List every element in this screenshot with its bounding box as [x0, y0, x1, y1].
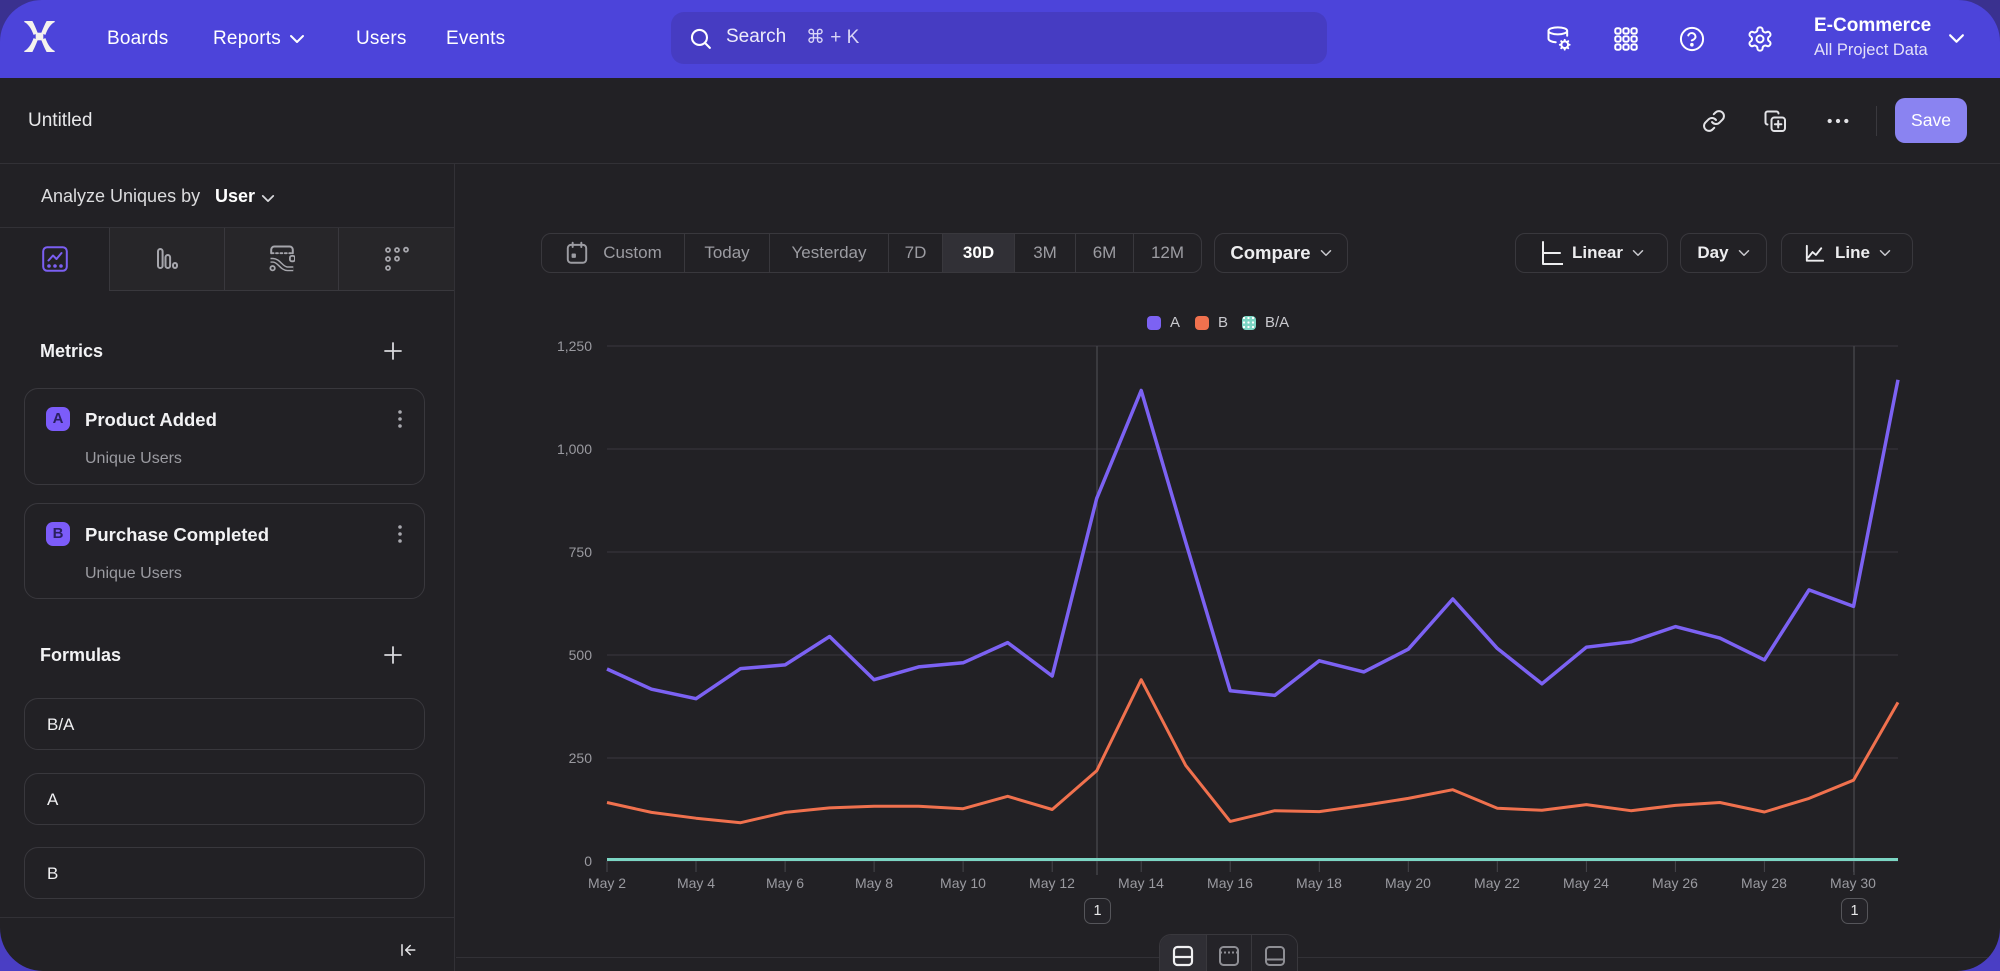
- svg-text:0: 0: [584, 853, 592, 869]
- svg-text:250: 250: [569, 750, 593, 766]
- svg-text:May 6: May 6: [766, 875, 804, 891]
- svg-text:May 18: May 18: [1296, 875, 1342, 891]
- svg-text:May 10: May 10: [940, 875, 986, 891]
- svg-text:May 2: May 2: [588, 875, 626, 891]
- svg-text:May 20: May 20: [1385, 875, 1431, 891]
- svg-text:May 22: May 22: [1474, 875, 1520, 891]
- svg-text:May 12: May 12: [1029, 875, 1075, 891]
- svg-text:May 24: May 24: [1563, 875, 1609, 891]
- svg-text:May 16: May 16: [1207, 875, 1253, 891]
- svg-text:May 28: May 28: [1741, 875, 1787, 891]
- svg-text:May 4: May 4: [677, 875, 715, 891]
- svg-text:May 30: May 30: [1830, 875, 1876, 891]
- svg-text:May 8: May 8: [855, 875, 893, 891]
- svg-text:May 26: May 26: [1652, 875, 1698, 891]
- svg-text:May 14: May 14: [1118, 875, 1164, 891]
- svg-text:750: 750: [569, 544, 593, 560]
- svg-text:1,000: 1,000: [557, 441, 592, 457]
- svg-text:500: 500: [569, 647, 593, 663]
- svg-text:1,250: 1,250: [557, 338, 592, 354]
